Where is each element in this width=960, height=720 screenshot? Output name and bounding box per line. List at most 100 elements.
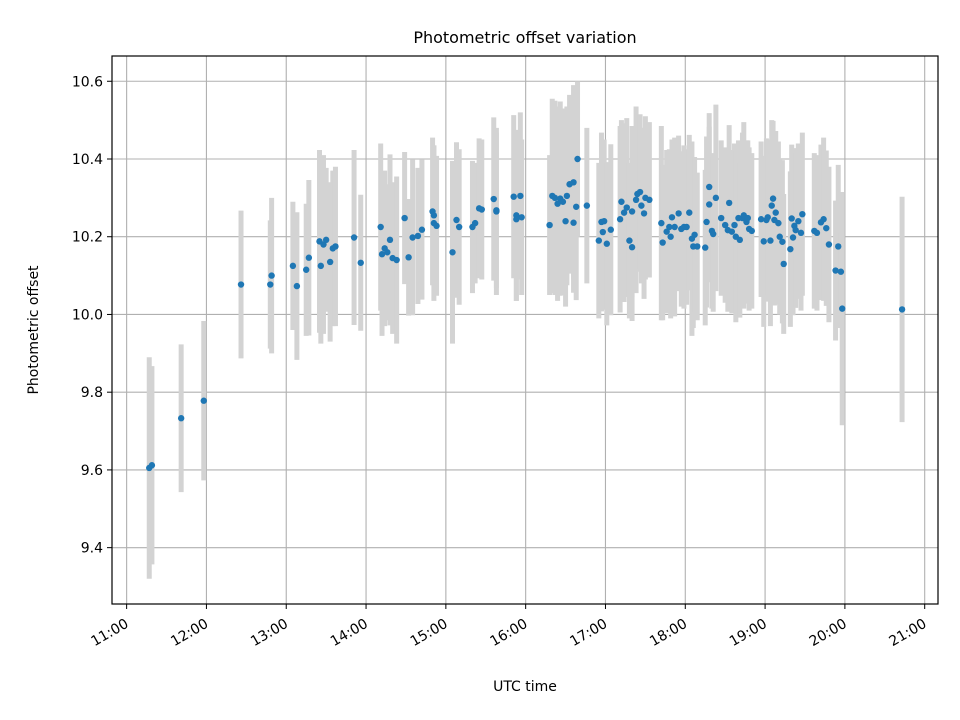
data-point: [839, 305, 846, 312]
data-point: [599, 228, 607, 236]
data-point: [551, 194, 559, 202]
data-point: [573, 203, 580, 210]
data-point: [712, 194, 720, 202]
data-point: [148, 462, 156, 469]
data-point: [430, 212, 438, 219]
data-point: [779, 238, 786, 245]
data-point: [546, 221, 553, 229]
data-point: [490, 195, 497, 203]
data-point: [628, 208, 636, 215]
data-point: [898, 306, 906, 313]
data-point: [455, 223, 463, 231]
data-point: [632, 196, 640, 204]
data-point: [620, 209, 628, 216]
data-point: [322, 236, 330, 244]
data-point: [626, 237, 633, 244]
data-point: [518, 214, 525, 221]
data-point: [820, 216, 827, 223]
data-point: [797, 229, 805, 237]
y-tick-label: 10.0: [72, 307, 103, 323]
data-point: [636, 188, 644, 196]
data-point: [377, 223, 384, 231]
data-point: [616, 216, 624, 223]
data-point: [453, 216, 460, 224]
data-point: [675, 210, 682, 217]
data-point: [517, 192, 524, 200]
data-point: [478, 206, 485, 213]
data-point: [384, 249, 391, 256]
data-point: [667, 233, 674, 240]
point-layer: [146, 155, 906, 472]
data-point: [393, 256, 400, 264]
y-tick-label: 9.8: [81, 385, 103, 401]
data-point: [668, 214, 676, 221]
data-point: [768, 202, 775, 209]
data-point: [683, 223, 690, 231]
data-point: [326, 258, 334, 266]
data-point: [725, 199, 733, 207]
data-point: [666, 223, 673, 231]
data-point: [706, 201, 713, 208]
data-point: [618, 198, 625, 205]
data-point: [414, 232, 422, 240]
data-point: [493, 208, 500, 215]
data-point: [658, 219, 665, 227]
data-point: [792, 226, 799, 234]
y-tick-label: 9.6: [81, 463, 103, 479]
data-point: [640, 210, 648, 217]
data-point: [433, 222, 440, 230]
data-point: [471, 219, 479, 227]
data-point: [449, 249, 456, 256]
data-point: [563, 192, 571, 200]
data-point: [510, 193, 517, 200]
data-point: [357, 259, 364, 266]
data-point: [776, 233, 783, 240]
plot-frame: [111, 55, 939, 605]
data-point: [317, 262, 325, 270]
data-point: [267, 281, 274, 288]
data-point: [671, 223, 678, 231]
data-point: [710, 230, 717, 238]
data-point: [177, 415, 185, 422]
data-point: [305, 254, 313, 261]
data-point: [757, 216, 765, 223]
data-point: [595, 237, 603, 244]
data-point: [825, 241, 833, 248]
data-point: [570, 219, 577, 226]
data-point: [835, 243, 842, 250]
data-point: [769, 195, 777, 202]
data-point: [691, 231, 698, 238]
data-point: [706, 183, 713, 191]
data-point: [731, 221, 738, 229]
y-tick-label: 10.2: [72, 230, 103, 246]
data-point: [603, 240, 611, 247]
data-point: [289, 262, 297, 270]
data-point: [832, 267, 839, 274]
x-axis-label: UTC time: [493, 679, 557, 695]
data-point: [559, 198, 567, 205]
data-point: [302, 266, 310, 273]
data-point: [775, 219, 782, 227]
data-point: [293, 282, 301, 290]
data-point: [607, 226, 614, 233]
data-point: [772, 209, 779, 216]
data-point: [268, 272, 275, 279]
data-point: [780, 260, 787, 268]
data-point: [513, 216, 520, 223]
data-point: [728, 228, 736, 235]
data-point: [583, 202, 591, 209]
y-axis-label: Photometric offset: [26, 265, 42, 395]
chart-title: Photometric offset variation: [413, 28, 636, 47]
data-point: [703, 218, 710, 226]
data-point: [659, 239, 666, 246]
data-point: [418, 226, 426, 233]
data-point: [378, 251, 386, 258]
data-point: [600, 217, 608, 225]
data-point: [748, 227, 755, 235]
data-point: [200, 397, 207, 404]
data-point: [744, 214, 751, 222]
data-point: [237, 281, 245, 288]
data-point: [795, 217, 802, 225]
data-point: [320, 241, 327, 248]
data-point: [638, 202, 645, 209]
